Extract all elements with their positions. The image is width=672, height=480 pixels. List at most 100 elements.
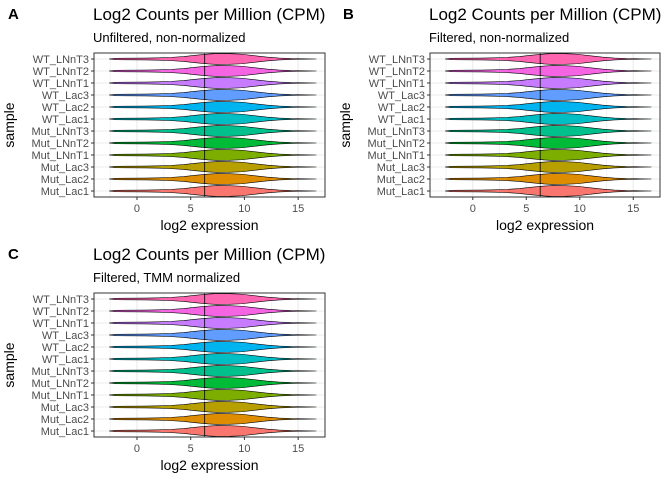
y-tick-label: Mut_LNnT3 xyxy=(368,126,425,138)
y-tick-label: Mut_Lac1 xyxy=(377,186,425,198)
x-tick-label: 10 xyxy=(238,203,250,215)
violin-Mut_LNnT3 xyxy=(109,125,317,137)
y-tick-label: Mut_LNnT2 xyxy=(368,138,425,150)
x-tick-label: 10 xyxy=(238,443,250,455)
y-axis: Mut_Lac1Mut_Lac2Mut_Lac3Mut_LNnT1Mut_LNn… xyxy=(368,54,430,198)
y-tick-label: Mut_Lac2 xyxy=(41,174,89,186)
violin-Mut_LNnT1 xyxy=(109,149,317,161)
y-tick-label: WT_Lac1 xyxy=(42,354,89,366)
y-tick-label: WT_Lac1 xyxy=(378,114,425,126)
y-tick-label: Mut_LNnT1 xyxy=(368,150,425,162)
violin-Mut_LNnT2 xyxy=(444,137,652,149)
violin-Mut_LNnT1 xyxy=(109,389,317,401)
x-tick-label: 0 xyxy=(470,203,476,215)
x-tick-label: 5 xyxy=(523,203,529,215)
y-tick-label: WT_LNnT1 xyxy=(33,78,89,90)
violin-Mut_Lac3 xyxy=(109,161,317,173)
panel-c: C Log2 Counts per Million (CPM) Filtered, … xyxy=(1,245,326,473)
violin-WT_Lac2 xyxy=(109,341,317,353)
violin-WT_Lac2 xyxy=(444,101,652,113)
y-tick-label: Mut_LNnT3 xyxy=(32,366,89,378)
y-tick-label: Mut_LNnT2 xyxy=(32,378,89,390)
y-tick-label: WT_Lac3 xyxy=(42,90,89,102)
chart-subtitle: Unfiltered, non-normalized xyxy=(93,30,245,45)
y-tick-label: Mut_LNnT2 xyxy=(32,138,89,150)
panel-border xyxy=(93,292,326,438)
violin-WT_LNnT2 xyxy=(109,305,317,317)
y-tick-label: Mut_Lac2 xyxy=(377,174,425,186)
violin-WT_Lac1 xyxy=(109,353,317,365)
y-tick-label: WT_Lac2 xyxy=(378,102,425,114)
y-tick-label: WT_LNnT2 xyxy=(33,306,89,318)
violin-WT_LNnT1 xyxy=(444,77,652,89)
violin-WT_Lac2 xyxy=(109,101,317,113)
violin-Mut_Lac3 xyxy=(444,161,652,173)
y-tick-label: Mut_Lac3 xyxy=(377,162,425,174)
violin-WT_Lac3 xyxy=(109,89,317,101)
y-tick-label: WT_LNnT2 xyxy=(33,66,89,78)
violin-Mut_Lac1 xyxy=(109,185,317,197)
y-tick-label: WT_LNnT2 xyxy=(369,66,425,78)
violins xyxy=(109,293,317,437)
y-axis: Mut_Lac1Mut_Lac2Mut_Lac3Mut_LNnT1Mut_LNn… xyxy=(32,54,94,198)
violin-Mut_Lac1 xyxy=(109,425,317,437)
chart-subtitle: Filtered, non-normalized xyxy=(429,30,569,45)
violin-WT_LNnT3 xyxy=(444,53,652,65)
y-axis-title: sample xyxy=(1,102,17,147)
violin-WT_Lac3 xyxy=(444,89,652,101)
y-tick-label: Mut_LNnT1 xyxy=(32,150,89,162)
x-axis-title: log2 expression xyxy=(496,217,594,233)
chart-subtitle: Filtered, TMM normalized xyxy=(93,270,240,285)
violin-WT_Lac3 xyxy=(109,329,317,341)
x-axis: 0 5 10 15 xyxy=(470,197,639,215)
x-tick-label: 10 xyxy=(574,203,586,215)
y-tick-label: WT_Lac2 xyxy=(42,342,89,354)
chart-title: Log2 Counts per Million (CPM) xyxy=(93,5,325,24)
violin-Mut_LNnT3 xyxy=(109,365,317,377)
y-tick-label: Mut_Lac2 xyxy=(41,414,89,426)
panel-b: B Log2 Counts per Million (CPM) Filtered, … xyxy=(337,5,661,233)
y-tick-label: Mut_Lac3 xyxy=(41,162,89,174)
panel-tag: A xyxy=(8,6,19,23)
violin-WT_Lac1 xyxy=(444,113,652,125)
violin-WT_LNnT3 xyxy=(109,53,317,65)
violin-WT_LNnT3 xyxy=(109,293,317,305)
panel-tag: C xyxy=(8,246,19,263)
y-tick-label: WT_Lac2 xyxy=(42,102,89,114)
y-tick-label: Mut_LNnT3 xyxy=(32,126,89,138)
y-tick-label: WT_Lac3 xyxy=(378,90,425,102)
y-tick-label: WT_LNnT3 xyxy=(33,294,89,306)
violin-Mut_LNnT1 xyxy=(444,149,652,161)
violin-WT_LNnT1 xyxy=(109,77,317,89)
y-tick-label: WT_LNnT3 xyxy=(33,54,89,66)
violin-Mut_Lac2 xyxy=(109,173,317,185)
y-tick-label: Mut_LNnT1 xyxy=(32,390,89,402)
y-axis-title: sample xyxy=(337,102,353,147)
chart-title: Log2 Counts per Million (CPM) xyxy=(93,245,325,264)
violin-WT_LNnT2 xyxy=(109,65,317,77)
x-tick-label: 5 xyxy=(188,203,194,215)
violin-WT_LNnT1 xyxy=(109,317,317,329)
chart-title: Log2 Counts per Million (CPM) xyxy=(429,5,661,24)
panel-border xyxy=(429,52,661,198)
violin-Mut_Lac1 xyxy=(444,185,652,197)
y-tick-label: WT_LNnT1 xyxy=(369,78,425,90)
y-tick-label: Mut_Lac3 xyxy=(41,402,89,414)
y-tick-label: WT_LNnT1 xyxy=(33,318,89,330)
panel-tag: B xyxy=(343,6,354,23)
x-axis-title: log2 expression xyxy=(160,217,258,233)
y-tick-label: Mut_Lac1 xyxy=(41,426,89,438)
violin-WT_Lac1 xyxy=(109,113,317,125)
x-tick-label: 15 xyxy=(292,203,304,215)
violin-Mut_Lac3 xyxy=(109,401,317,413)
violin-Mut_Lac2 xyxy=(109,413,317,425)
x-tick-label: 15 xyxy=(292,443,304,455)
violins xyxy=(444,53,652,197)
x-axis: 0 5 10 15 xyxy=(134,197,304,215)
y-tick-label: WT_Lac3 xyxy=(42,330,89,342)
y-tick-label: WT_LNnT3 xyxy=(369,54,425,66)
panel-border xyxy=(93,52,326,198)
x-axis: 0 5 10 15 xyxy=(134,437,304,455)
x-tick-label: 5 xyxy=(188,443,194,455)
